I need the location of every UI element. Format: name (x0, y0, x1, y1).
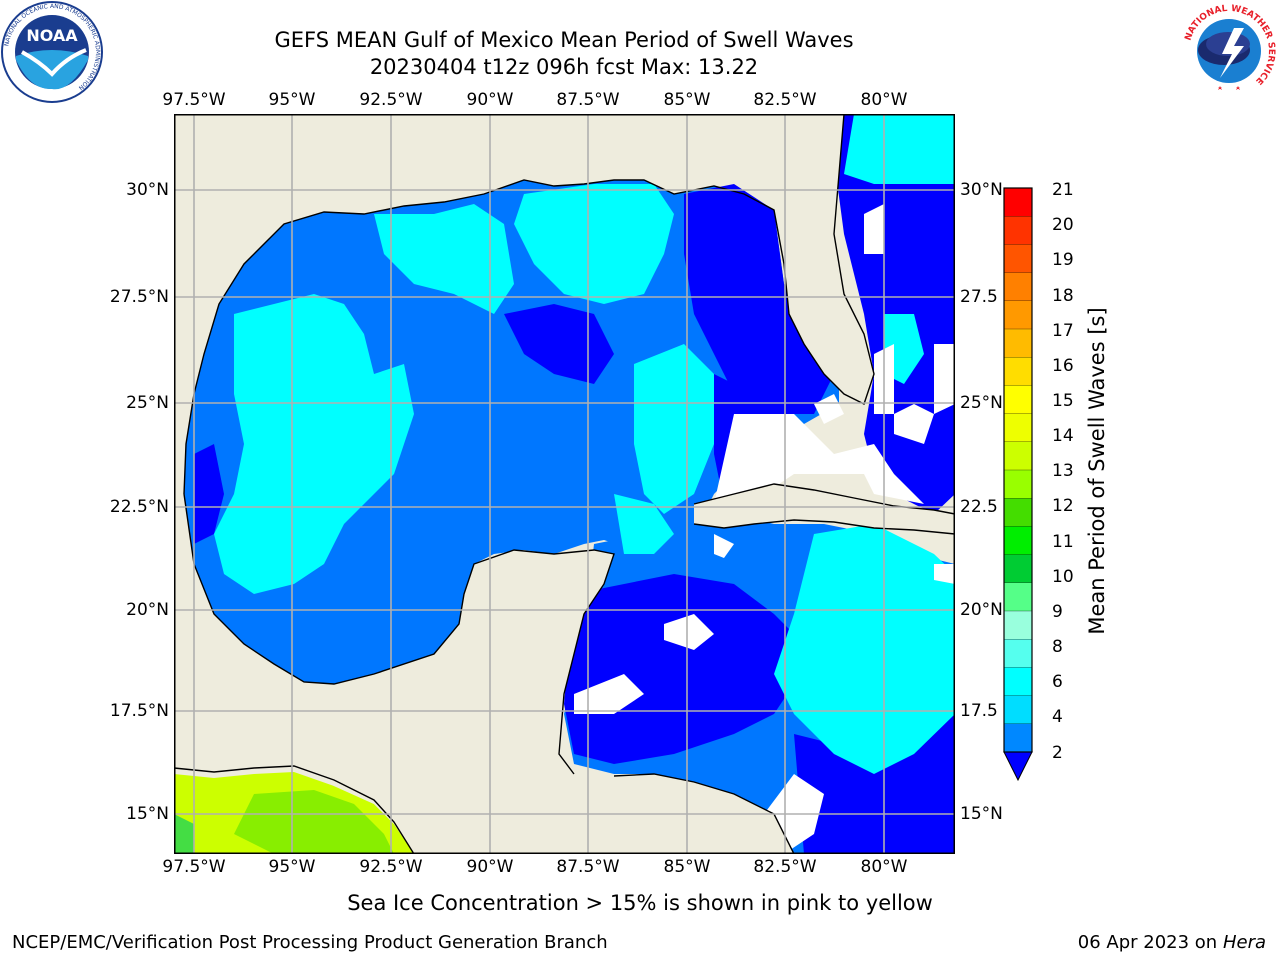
colorbar-tick: 4 (1052, 707, 1063, 727)
lon-label-bottom: 82.5°W (753, 857, 817, 877)
colorbar-band (1003, 695, 1033, 725)
lat-label-right: 15°N (960, 804, 1003, 824)
colorbar-band (1003, 667, 1033, 697)
colorbar-band (1003, 187, 1033, 217)
footer-host: Hera (1222, 932, 1266, 953)
colorbar-tick: 8 (1052, 637, 1063, 657)
lat-label-right: 17.5 (960, 701, 998, 721)
lat-label-left: 15°N (126, 804, 169, 824)
pacific-edge-patch (174, 814, 194, 854)
colorbar-band (1003, 526, 1033, 556)
colorbar-tick: 18 (1052, 286, 1074, 306)
colorbar-band (1003, 244, 1033, 274)
colorbar-band (1003, 413, 1033, 443)
nws-logo: NATIONAL WEATHER SERVICE (1180, 2, 1278, 100)
footer-right: 06 Apr 2023 on Hera (1078, 932, 1266, 953)
lat-label-left: 17.5°N (109, 701, 169, 721)
sea-ice-note-text: Sea Ice Concentration > 15% is shown in … (347, 891, 933, 915)
lat-label-left: 27.5°N (109, 287, 169, 307)
lat-label-right: 30°N (960, 180, 1003, 200)
lat-label-right: 25°N (960, 393, 1003, 413)
lon-label-bottom: 80°W (860, 857, 908, 877)
colorbar-band (1003, 300, 1033, 330)
colorbar-extend-arrow (1003, 751, 1033, 782)
colorbar-tick: 12 (1052, 496, 1074, 516)
lon-label-top: 95°W (268, 90, 316, 110)
noaa-text: NOAA (26, 26, 78, 45)
lon-label-top: 97.5°W (162, 90, 226, 110)
pacific-green-patch (234, 790, 394, 854)
lon-label-bottom: 87.5°W (556, 857, 620, 877)
colorbar-band (1003, 610, 1033, 640)
colorbar-bands (1003, 187, 1033, 753)
lon-label-top: 92.5°W (359, 90, 423, 110)
colorbar-band (1003, 582, 1033, 612)
colorbar-tick: 2 (1052, 743, 1063, 763)
sea-ice-note: Sea Ice Concentration > 15% is shown in … (0, 891, 1280, 915)
colorbar-band (1003, 272, 1033, 302)
lon-label-top: 85°W (663, 90, 711, 110)
lon-label-top: 82.5°W (753, 90, 817, 110)
colorbar-tick: 17 (1052, 321, 1074, 341)
colorbar-band (1003, 554, 1033, 584)
colorbar-band (1003, 441, 1033, 471)
graticule (174, 114, 955, 854)
lat-label-right: 22.5 (960, 497, 998, 517)
gulf-of-mexico-map (174, 114, 955, 854)
colorbar-band (1003, 469, 1033, 499)
lon-label-bottom: 97.5°W (162, 857, 226, 877)
colorbar-band (1003, 357, 1033, 387)
colorbar-label: Mean Period of Swell Waves [s] (1085, 307, 1109, 635)
colorbar-tick: 14 (1052, 426, 1074, 446)
map-frame (174, 114, 955, 854)
colorbar-tick: 10 (1052, 567, 1074, 587)
lat-label-left: 30°N (126, 180, 169, 200)
lon-label-top: 80°W (860, 90, 908, 110)
colorbar-tick: 9 (1052, 602, 1063, 622)
colorbar-band (1003, 385, 1033, 415)
chart-subtitle: 20230404 t12z 096h fcst Max: 13.22 (369, 55, 759, 79)
colorbar-band (1003, 639, 1033, 669)
colorbar-band (1003, 328, 1033, 358)
lon-label-top: 90°W (466, 90, 514, 110)
colorbar-tick: 15 (1052, 391, 1074, 411)
lon-label-bottom: 95°W (268, 857, 316, 877)
lat-label-left: 22.5°N (109, 497, 169, 517)
colorbar-tick: 11 (1052, 532, 1074, 552)
lat-label-right: 20°N (960, 600, 1003, 620)
colorbar-tick: 13 (1052, 461, 1074, 481)
lat-label-left: 20°N (126, 600, 169, 620)
footer-left: NCEP/EMC/Verification Post Processing Pr… (12, 932, 608, 953)
colorbar-tick: 20 (1052, 215, 1074, 235)
lon-label-top: 87.5°W (556, 90, 620, 110)
colorbar-frame (1003, 187, 1033, 753)
colorbar-band (1003, 498, 1033, 528)
colorbar-tick: 19 (1052, 250, 1074, 270)
colorbar-tick: 6 (1052, 672, 1063, 692)
lat-label-right: 27.5 (960, 287, 998, 307)
colorbar-band (1003, 216, 1033, 246)
colorbar-band (1003, 723, 1033, 753)
lon-label-bottom: 85°W (663, 857, 711, 877)
colorbar (1003, 187, 1033, 782)
noaa-logo: NATIONAL OCEANIC AND ATMOSPHERIC ADMINIS… (1, 1, 103, 103)
lat-label-left: 25°N (126, 393, 169, 413)
colorbar-tick: 16 (1052, 356, 1074, 376)
chart-title: GEFS MEAN Gulf of Mexico Mean Period of … (274, 28, 854, 52)
lon-label-bottom: 92.5°W (359, 857, 423, 877)
lon-label-bottom: 90°W (466, 857, 514, 877)
footer-date: 06 Apr 2023 on (1077, 932, 1223, 953)
gulf-ocean (184, 180, 839, 684)
colorbar-tick: 21 (1052, 180, 1074, 200)
